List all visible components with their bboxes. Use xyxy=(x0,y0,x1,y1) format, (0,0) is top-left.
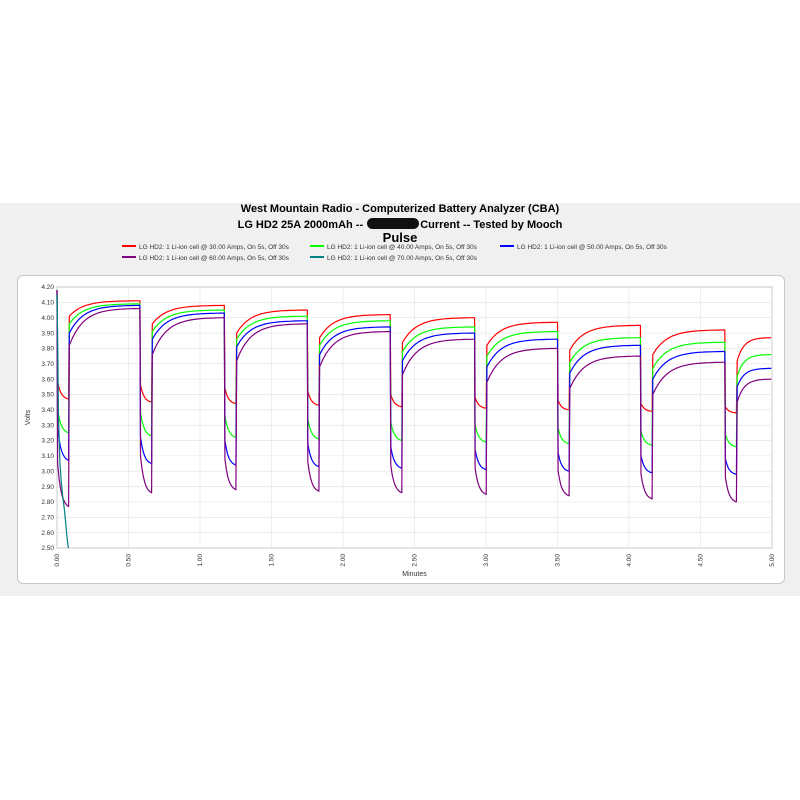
x-tick-label: 4.00 xyxy=(626,554,633,567)
legend-swatch xyxy=(122,256,136,258)
y-tick-label: 3.50 xyxy=(41,392,54,399)
subtitle-left: LG HD2 25A 2000mAh -- xyxy=(237,219,364,231)
y-tick-label: 3.60 xyxy=(41,376,54,383)
y-tick-label: 4.10 xyxy=(41,300,54,307)
y-tick-label: 3.20 xyxy=(41,438,54,445)
x-tick-label: 3.00 xyxy=(483,554,490,567)
y-tick-label: 3.10 xyxy=(41,453,54,460)
y-tick-label: 3.40 xyxy=(41,407,54,414)
legend-swatch xyxy=(310,245,324,247)
x-tick-label: 0.50 xyxy=(126,554,133,567)
series-line-5 xyxy=(56,294,69,549)
y-tick-label: 2.80 xyxy=(41,499,54,506)
y-tick-label: 2.50 xyxy=(41,545,54,552)
legend-item-50a[interactable]: LG HD2: 1 Li-ion cell @ 50.00 Amps, On 5… xyxy=(500,244,667,251)
series-line-1 xyxy=(56,290,772,414)
x-tick-label: 2.50 xyxy=(412,554,419,567)
series-line-3 xyxy=(56,290,772,475)
x-tick-label: 1.50 xyxy=(269,554,276,567)
y-tick-label: 4.00 xyxy=(41,315,54,322)
chart-subtitle: LG HD2 25A 2000mAh -- Current -- Tested … xyxy=(0,218,800,231)
legend-item-70a[interactable]: LG HD2: 1 Li-ion cell @ 70.00 Amps, On 5… xyxy=(310,255,477,262)
y-tick-label: 3.70 xyxy=(41,361,54,368)
series-line-4 xyxy=(56,290,772,508)
subtitle-right: Current -- Tested by Mooch xyxy=(420,219,563,231)
y-tick-label: 3.30 xyxy=(41,422,54,429)
x-tick-label: 5.00 xyxy=(769,554,776,567)
x-axis-label: Minutes xyxy=(402,571,427,578)
chart-legend: LG HD2: 1 Li-ion cell @ 30.00 Amps, On 5… xyxy=(122,244,722,266)
y-tick-label: 2.70 xyxy=(41,514,54,521)
legend-label: LG HD2: 1 Li-ion cell @ 70.00 Amps, On 5… xyxy=(327,255,477,262)
legend-label: LG HD2: 1 Li-ion cell @ 60.00 Amps, On 5… xyxy=(139,255,289,262)
y-tick-label: 3.90 xyxy=(41,330,54,337)
x-tick-label: 2.00 xyxy=(340,554,347,567)
legend-label: LG HD2: 1 Li-ion cell @ 50.00 Amps, On 5… xyxy=(517,244,667,251)
redaction-block xyxy=(367,218,420,229)
legend-swatch xyxy=(310,256,324,258)
legend-swatch xyxy=(122,245,136,247)
legend-label: LG HD2: 1 Li-ion cell @ 30.00 Amps, On 5… xyxy=(139,244,289,251)
legend-label: LG HD2: 1 Li-ion cell @ 40.00 Amps, On 5… xyxy=(327,244,477,251)
x-tick-label: 0.00 xyxy=(54,554,61,567)
legend-swatch xyxy=(500,245,514,247)
chart-subtitle-pulse: Pulse xyxy=(382,230,418,245)
x-tick-label: 3.50 xyxy=(555,554,562,567)
y-tick-label: 4.20 xyxy=(41,284,54,291)
chart-title: West Mountain Radio - Computerized Batte… xyxy=(240,203,560,215)
legend-item-40a[interactable]: LG HD2: 1 Li-ion cell @ 40.00 Amps, On 5… xyxy=(310,244,477,251)
y-tick-label: 3.80 xyxy=(41,346,54,353)
y-axis-label: Volts xyxy=(25,409,32,425)
y-tick-label: 2.90 xyxy=(41,484,54,491)
series-line-2 xyxy=(56,290,772,448)
y-tick-label: 3.00 xyxy=(41,468,54,475)
legend-item-30a[interactable]: LG HD2: 1 Li-ion cell @ 30.00 Amps, On 5… xyxy=(122,244,289,251)
legend-item-60a[interactable]: LG HD2: 1 Li-ion cell @ 60.00 Amps, On 5… xyxy=(122,255,289,262)
x-tick-label: 1.00 xyxy=(197,554,204,567)
x-tick-label: 4.50 xyxy=(698,554,705,567)
y-tick-label: 2.60 xyxy=(41,530,54,537)
